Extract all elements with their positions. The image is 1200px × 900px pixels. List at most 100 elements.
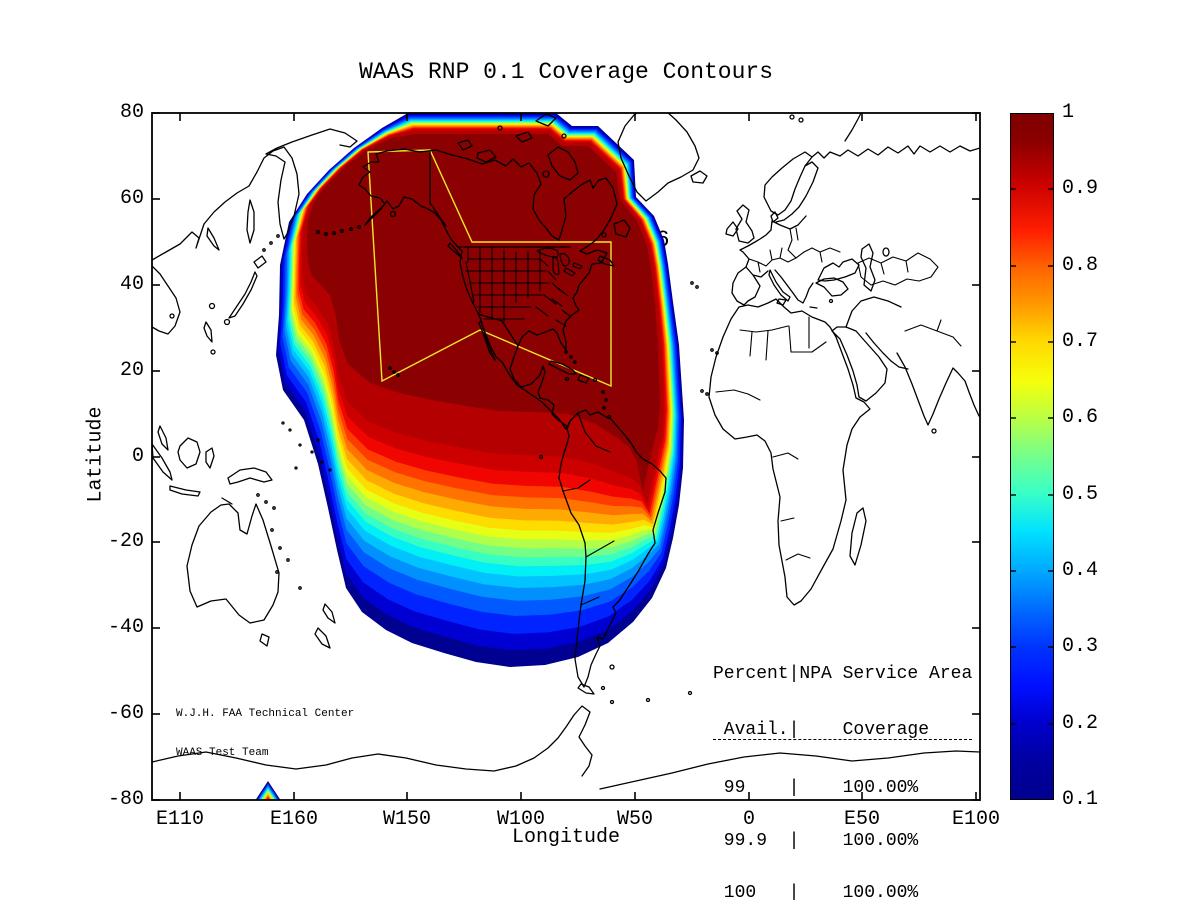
border-us-mexico (477, 313, 519, 347)
coastline-balkans-greece (774, 269, 818, 309)
npa-service-area-outline (367, 149, 612, 388)
x-tick-label: W100 (496, 808, 545, 831)
coastline-greenland (617, 113, 700, 202)
coastline-denmark (770, 211, 779, 223)
coastline-france-lowlands (739, 220, 773, 268)
us-state-borders (465, 246, 571, 327)
coastline-iran-borders (845, 296, 909, 370)
y-tick-label: 40 (119, 273, 144, 296)
contour-core (307, 134, 660, 492)
y-axis-label: Latitude (84, 406, 108, 503)
kuril-island (262, 248, 266, 252)
coastline-ireland (725, 221, 739, 237)
coastline-italy (752, 269, 791, 306)
credit-line-2: WAAS Test Team (176, 747, 269, 759)
coastline-vancouver-island (447, 242, 463, 259)
coastline-iceland (690, 170, 708, 184)
aral-sea (882, 247, 890, 257)
azores (690, 281, 694, 285)
coastline-sulawesi (205, 447, 215, 469)
coastline-timor (221, 497, 233, 505)
x-tick-label: E110 (155, 808, 204, 831)
cape-verde (700, 389, 704, 393)
coverage-contours (276, 113, 684, 667)
y-tick-label: 20 (119, 359, 144, 382)
aleutian-islands (316, 210, 397, 236)
y-tick-label: -20 (107, 530, 144, 553)
coastline-scandinavia (763, 151, 813, 216)
x-tick-label: E160 (269, 808, 318, 831)
antarctic-islands (600, 685, 693, 705)
y-tick-label: 80 (119, 101, 144, 124)
chart-title: WAAS RNP 0.1 Coverage Contours (358, 59, 774, 85)
coastline-borneo (177, 437, 201, 469)
coastline-north-america (358, 148, 618, 430)
canary-islands (710, 348, 714, 352)
colorbar-tick-label: 1 (1062, 101, 1075, 124)
axis-tick-marks (152, 112, 980, 801)
coastline-baja-california (478, 320, 496, 361)
colorbar-ticks (1010, 188, 1054, 725)
cape-verde (705, 392, 709, 396)
x-tick-label: E50 (843, 808, 880, 831)
availability-table-row: 100 | 100.00% (713, 883, 919, 900)
border-alaska-canada (429, 151, 447, 227)
black-sea (817, 258, 860, 282)
falkland-islands (609, 664, 615, 670)
coastline-kyushu (223, 318, 231, 326)
coastline-asia-northeast (152, 128, 358, 261)
colorbar-tick-label: 0.3 (1062, 635, 1099, 658)
coastline-philippines (203, 321, 213, 343)
coastline-tierra-del-fuego (577, 683, 595, 695)
coastline-india (896, 352, 980, 426)
cyprus (828, 298, 834, 304)
colorbar-tick-label: 0.8 (1062, 254, 1099, 277)
anomaly-contour-triangle (255, 781, 281, 800)
availability-table-row: 99.9 | 100.00% (713, 830, 919, 851)
availability-table-header-2: Avail.| Coverage (713, 721, 973, 740)
coastline-tasmania (259, 633, 270, 647)
coastline-antarctica-west (152, 705, 593, 777)
x-tick-label: W150 (382, 808, 431, 831)
coastline-newfoundland (613, 219, 631, 238)
world-coastlines (152, 113, 980, 790)
kuril-island (269, 241, 273, 245)
coastline-britain (735, 204, 755, 244)
colorbar-tick-label: 0.9 (1062, 177, 1099, 200)
x-tick-label: W50 (616, 808, 653, 831)
coastline-hainan (169, 313, 175, 319)
coastline-taiwan (208, 302, 216, 310)
availability-table: Percent|NPA Service Area Avail.| Coverag… (713, 626, 973, 900)
npa-service-area-polygon (367, 149, 612, 388)
colorbar-tick-label: 0.5 (1062, 483, 1099, 506)
credit-text: W.J.H. FAA Technical Center WAAS Test Te… (176, 682, 354, 786)
colorbar-tick-label: 0.2 (1062, 712, 1099, 735)
coastline-australia (186, 503, 280, 624)
y-tick-label: 0 (131, 445, 144, 468)
asia-country-borders (857, 252, 962, 347)
coastline-iberia (731, 266, 761, 306)
coastline-south-america (558, 409, 667, 688)
x-tick-label: 0 (742, 808, 755, 831)
coastline-sumatra (152, 443, 173, 481)
coastline-antarctica-east (599, 750, 980, 790)
coastline-finland-baltic (771, 161, 819, 230)
coastline-anticosti (601, 232, 607, 238)
coastline-sakhalin (246, 199, 255, 244)
coastline-japan (228, 255, 267, 319)
coastline-java (169, 485, 201, 497)
colorbar-tick-label: 0.7 (1062, 330, 1099, 353)
coastline-mindanao (210, 349, 216, 355)
coastline-turkey (815, 277, 849, 297)
coastline-korea (206, 227, 220, 251)
coastline-indochina (152, 265, 181, 335)
x-tick-label: E100 (951, 808, 1000, 831)
colorbar-tick-label: 0.1 (1062, 788, 1099, 811)
coastline-new-guinea (227, 467, 273, 485)
y-tick-label: 60 (119, 187, 144, 210)
coastline-novaya-zemlya (844, 113, 862, 142)
great-lakes (536, 247, 583, 277)
svalbard (798, 117, 804, 123)
